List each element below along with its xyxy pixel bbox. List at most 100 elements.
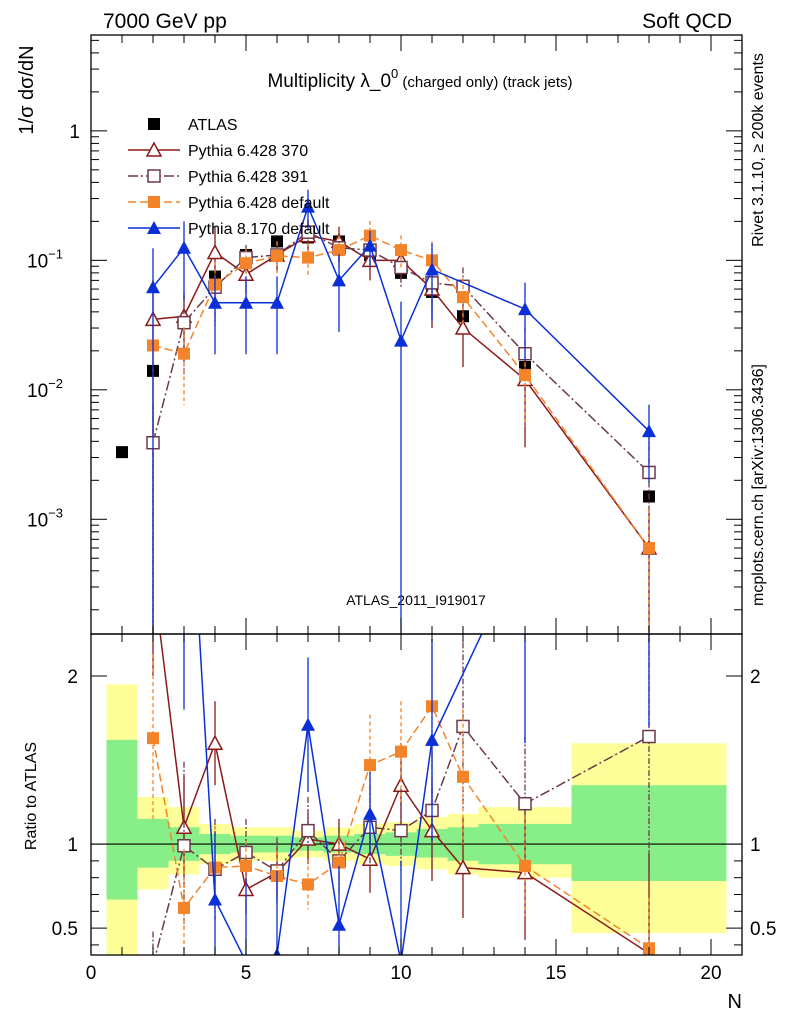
side-label-top: Rivet 3.1.10, ≥ 200k events [750,53,767,247]
data-point [271,250,283,263]
data-point [519,369,531,382]
ratio-point [240,859,252,872]
side-label-bottom: mcplots.cern.ch [arXiv:1306.3436] [750,364,767,606]
y-tick-exponent: −3 [48,505,63,520]
legend-label: Pythia 6.428 default [188,195,330,212]
data-point [240,257,252,270]
legend-label: Pythia 6.428 391 [188,169,308,186]
top-plot: 10−310−210−11 [27,34,743,635]
ratio-point [178,901,190,914]
data-point [301,199,315,213]
band-inner-1 [137,818,169,868]
legend-marker [148,118,160,130]
data-point [395,244,407,257]
x-tick-label: 10 [390,963,411,984]
ratio-point [518,535,532,548]
data-point [457,291,469,304]
data-point [270,295,284,309]
legend-label: ATLAS [188,117,238,134]
legend-entry-3: Pythia 6.428 default [128,195,330,212]
data-point [643,542,655,555]
ratio-line [198,634,483,955]
data-point [177,240,191,254]
series-4 [146,189,656,634]
series-line [152,204,650,432]
ratio-point [425,732,439,746]
legend-marker [147,169,161,183]
title-main: Multiplicity λ_0 [267,71,391,92]
watermark: ATLAS_2011_I919017 [346,592,486,608]
ratio-y-tick-label-right: 0.5 [750,919,776,940]
legend-marker [147,221,161,234]
y-tick-base: 10 [27,381,48,402]
ratio-point [206,734,224,750]
band-inner-0 [106,739,138,900]
ratio-point [642,729,656,744]
ratio-point [454,859,472,875]
ratio-data [147,535,656,971]
legend-marker [148,196,160,208]
data-point [518,302,532,316]
ratio-y-tick-label-right: 1 [750,835,761,856]
ratio-point [332,917,346,931]
ratio-point [395,745,407,758]
ratio-point [519,859,531,872]
legend-entry-2: Pythia 6.428 391 [128,169,308,186]
x-tick-label: 20 [700,963,721,984]
ratio-y-tick-label-right: 2 [750,667,761,688]
top-data [116,189,658,634]
ratio-point [457,770,469,783]
legend-marker [145,141,163,157]
y-tick-base: 1 [69,122,80,143]
legend-label: Pythia 6.428 370 [188,143,308,160]
x-axis-label: N [728,991,742,1013]
data-point [642,424,656,438]
ratio-point [301,717,315,731]
data-point [208,295,222,309]
series-0 [116,231,655,503]
ratio-point [364,759,376,772]
data-point [333,244,345,257]
y-tick-label: 10−2 [27,376,63,402]
ratio-point [301,823,315,838]
legend-entry-4: Pythia 8.170 default [128,221,330,238]
ratio-series-3 [183,535,650,955]
ratio-y-tick-label: 1 [67,835,78,856]
title-superscript: 0 [391,66,398,81]
data-point [177,315,191,330]
ratio-point [518,796,532,811]
data-point [178,347,190,360]
ratio-y-tick-label: 2 [67,667,78,688]
data-point [425,262,439,276]
ratio-point [208,892,222,906]
data-point [116,446,128,459]
legend-label: Pythia 8.170 default [188,221,330,238]
ratio-plot: 0 5 10 15 20 0.5 0.5 1 1 2 2 [52,535,776,984]
ratio-point [147,959,159,971]
data-point [332,273,346,287]
ratio-point [363,806,377,820]
data-point [146,280,160,294]
data-point [394,333,408,347]
y-tick-label: 10−3 [27,505,63,531]
ratio-ylabel: Ratio to ATLAS [23,742,40,850]
legend-entry-0: ATLAS [148,117,238,134]
plot-title: Multiplicity λ_00 (charged only) (track … [267,66,572,92]
y-tick-base: 10 [27,510,48,531]
data-point [363,238,377,252]
header-left: 7000 GeV pp [103,10,227,33]
y-tick-exponent: −1 [48,246,63,261]
top-ylabel: 1/σ dσ/dN [16,45,38,134]
data-point [239,295,253,309]
x-tick-label: 0 [86,963,97,984]
y-tick-exponent: −2 [48,376,63,391]
y-tick-label: 10−1 [27,246,63,272]
ratio-point [333,856,345,869]
legend: ATLAS Pythia 6.428 370 Pythia 6.428 391 Pyt… [128,117,330,238]
x-tick-label: 15 [545,963,566,984]
data-point [394,260,408,275]
ratio-point [147,732,159,745]
data-point [302,251,314,264]
y-tick-label: 1 [69,122,80,143]
